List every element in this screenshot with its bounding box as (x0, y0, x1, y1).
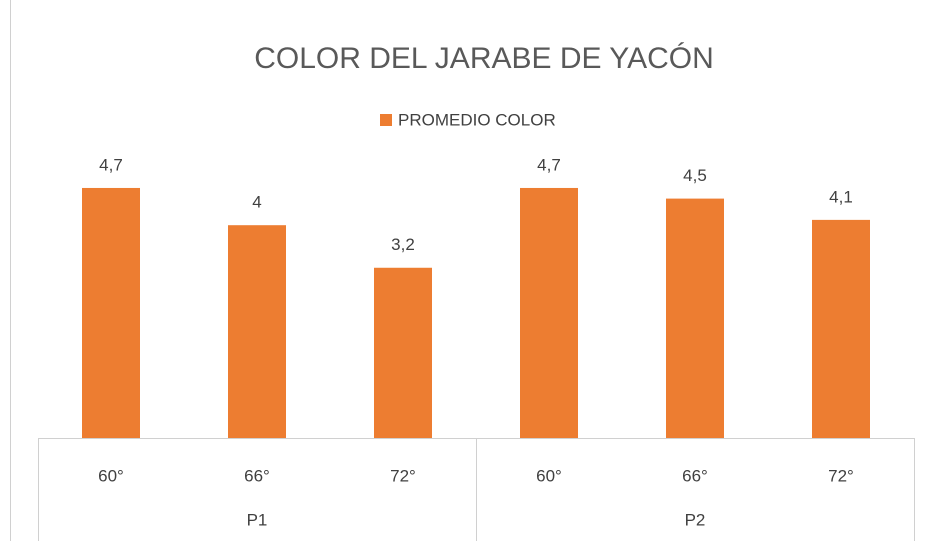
data-label: 4,7 (99, 155, 123, 174)
bar (82, 187, 140, 438)
bar (520, 187, 578, 438)
x-tick-label: 60° (536, 466, 562, 485)
data-label: 4 (252, 193, 261, 212)
x-tick-label: 72° (390, 466, 416, 485)
x-tick-label: 66° (244, 466, 270, 485)
chart-title: COLOR DEL JARABE DE YACÓN (254, 42, 714, 75)
group-label: P1 (247, 510, 268, 529)
x-tick-label: 66° (682, 466, 708, 485)
bar (666, 198, 724, 438)
bar (812, 219, 870, 438)
x-tick-label: 60° (98, 466, 124, 485)
legend-label: PROMEDIO COLOR (398, 110, 556, 129)
legend-swatch (380, 114, 392, 126)
bar (374, 267, 432, 438)
data-label: 4,1 (829, 187, 853, 206)
data-label: 4,5 (683, 166, 707, 185)
bar (228, 225, 286, 438)
group-label: P2 (685, 510, 706, 529)
data-label: 4,7 (537, 155, 561, 174)
x-tick-label: 72° (828, 466, 854, 485)
data-label: 3,2 (391, 235, 415, 254)
